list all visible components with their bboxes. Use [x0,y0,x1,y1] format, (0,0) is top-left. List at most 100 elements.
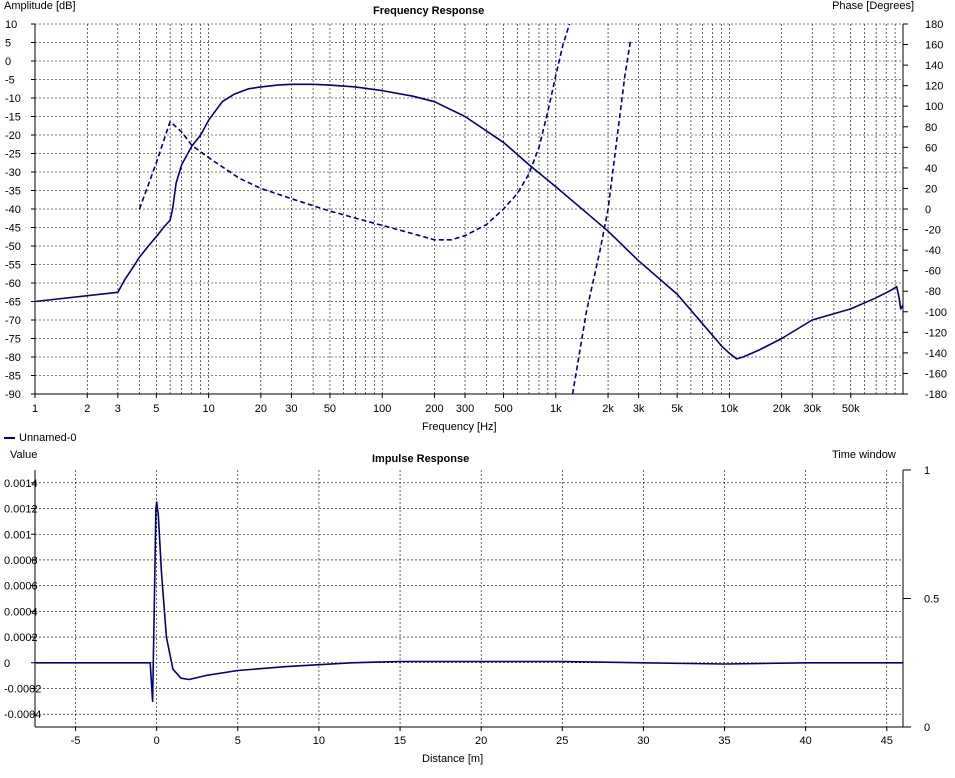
value-axis-label: Value [10,449,38,461]
amplitude-tick-label: -60 [5,278,21,290]
distance-tick-label: 40 [800,735,812,747]
value-tick-label: -0.0002 [4,683,41,695]
phase-tick-label: 180 [925,19,943,31]
frequency-tick-label: 300 [456,403,474,415]
phase-tick-label: 120 [925,81,943,93]
frequency-tick-label: 20k [773,403,791,415]
amplitude-tick-label: -45 [5,223,21,235]
frequency-tick-label: 30k [803,403,821,415]
frequency-tick-label: 10k [721,403,739,415]
frequency-tick-label: 20 [255,403,267,415]
time-window-axis-label: Time window [832,449,896,461]
phase-tick-label: -180 [925,389,947,401]
amplitude-tick-label: -85 [5,371,21,383]
value-tick-label: 0.001 [4,529,32,541]
phase-tick-label: 160 [925,40,943,52]
phase-series-line [138,24,571,241]
value-tick-label: 0.0002 [4,632,38,644]
value-tick-label: 0.0006 [4,581,38,593]
amplitude-tick-label: -80 [5,352,21,364]
frequency-tick-label: 2k [602,403,614,415]
time-window-tick-label: 0.5 [924,594,939,606]
time-window-tick-label: 1 [924,465,930,477]
amplitude-tick-label: -50 [5,241,21,253]
value-tick-label: -0.0004 [4,709,41,721]
phase-tick-label: -60 [925,266,941,278]
amplitude-tick-label: -30 [5,167,21,179]
value-tick-label: 0.0014 [4,478,38,490]
phase-series-line [571,39,632,394]
frequency-response-chart: 1050-5-10-15-20-25-30-35-40-45-50-55-60-… [5,19,947,415]
value-tick-label: 0.0004 [4,606,38,618]
amplitude-tick-label: -90 [5,389,21,401]
phase-axis-label: Phase [Degrees] [832,0,914,12]
phase-tick-label: 40 [925,163,937,175]
phase-tick-label: 0 [925,204,931,216]
frequency-tick-label: 5 [153,403,159,415]
phase-tick-label: 140 [925,60,943,72]
amplitude-axis-label: Amplitude [dB] [4,0,76,12]
value-tick-label: 0 [4,658,10,670]
amplitude-tick-label: -5 [5,75,15,87]
distance-tick-label: 35 [718,735,730,747]
frequency-tick-label: 50k [842,403,860,415]
frequency-tick-label: 10 [202,403,214,415]
phase-tick-label: -160 [925,368,947,380]
distance-tick-label: 30 [637,735,649,747]
phase-tick-label: -140 [925,348,947,360]
amplitude-tick-label: -20 [5,130,21,142]
legend-label: Unnamed-0 [19,432,77,444]
distance-tick-label: 0 [154,735,160,747]
distance-tick-label: -5 [71,735,81,747]
value-tick-label: 0.0012 [4,504,38,516]
phase-tick-label: -20 [925,225,941,237]
phase-tick-label: -80 [925,286,941,298]
phase-tick-label: -40 [925,245,941,257]
distance-tick-label: 15 [394,735,406,747]
frequency-tick-label: 3 [115,403,121,415]
phase-tick-label: 60 [925,142,937,154]
distance-tick-label: 45 [881,735,893,747]
time-window-tick-label: 0 [924,722,930,734]
amplitude-tick-label: -10 [5,93,21,105]
amplitude-tick-label: -25 [5,149,21,161]
amplitude-tick-label: -55 [5,260,21,272]
impulse-response-title: Impulse Response [372,453,470,465]
amplitude-tick-label: -15 [5,112,21,124]
amplitude-tick-label: 0 [5,56,11,68]
impulse-response-chart: 0.0014 0.0012 0.001 0.0008 0.0006 0.0004 0.000… [4,465,939,747]
distance-tick-label: 25 [556,735,568,747]
frequency-tick-label: 3k [633,403,645,415]
amplitude-tick-label: 5 [5,38,11,50]
frequency-tick-label: 1 [32,403,38,415]
legend[interactable]: Unnamed-0 [4,431,76,445]
distance-tick-label: 20 [475,735,487,747]
frequency-tick-label: 1k [550,403,562,415]
frequency-response-title: Frequency Response [373,5,485,17]
frequency-tick-label: 500 [494,403,512,415]
phase-tick-label: -100 [925,307,947,319]
phase-tick-label: 100 [925,101,943,113]
distance-tick-label: 5 [235,735,241,747]
phase-tick-label: 20 [925,183,937,195]
phase-tick-label: -120 [925,327,947,339]
frequency-tick-label: 100 [373,403,391,415]
frequency-tick-label: 50 [324,403,336,415]
frequency-tick-label: 2 [84,403,90,415]
impulse-series-line [35,501,903,703]
amplitude-tick-label: -35 [5,186,21,198]
amplitude-tick-label: -40 [5,204,21,216]
phase-tick-label: 80 [925,122,937,134]
amplitude-tick-label: 10 [5,19,17,31]
value-tick-label: 0.0008 [4,555,38,567]
frequency-axis-label: Frequency [Hz] [422,421,497,433]
frequency-tick-label: 5k [671,403,683,415]
frequency-tick-label: 200 [425,403,443,415]
distance-tick-label: 10 [313,735,325,747]
amplitude-tick-label: -70 [5,315,21,327]
amplitude-series-line [35,83,903,360]
distance-axis-label: Distance [m] [422,753,484,765]
amplitude-tick-label: -65 [5,297,21,309]
frequency-tick-label: 30 [285,403,297,415]
